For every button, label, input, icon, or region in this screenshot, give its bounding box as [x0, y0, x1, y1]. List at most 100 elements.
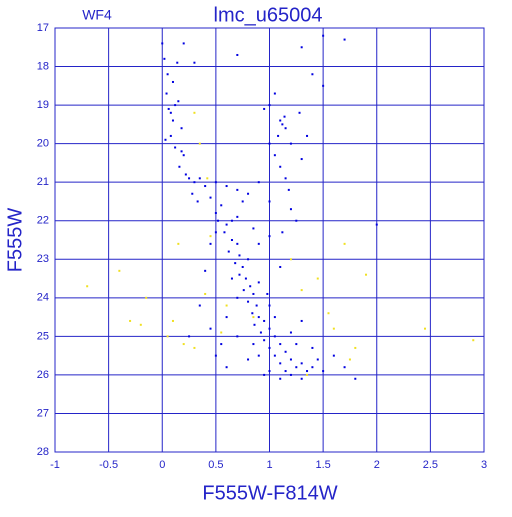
- point: [295, 366, 298, 369]
- point: [165, 92, 168, 95]
- point: [177, 242, 180, 245]
- point: [300, 46, 303, 49]
- point: [263, 373, 266, 376]
- point: [198, 142, 201, 145]
- point: [220, 331, 223, 334]
- point: [424, 327, 427, 330]
- x-tick-label: 2: [374, 459, 380, 471]
- point: [193, 111, 196, 114]
- point: [332, 327, 335, 330]
- point: [306, 370, 309, 373]
- y-tick-label: 19: [37, 99, 49, 111]
- point: [257, 242, 260, 245]
- point: [273, 354, 276, 357]
- point: [281, 123, 284, 126]
- point: [236, 335, 239, 338]
- x-tick-label: 1: [266, 459, 272, 471]
- point: [268, 327, 271, 330]
- point: [167, 107, 170, 110]
- point: [343, 38, 346, 41]
- point: [230, 219, 233, 222]
- point: [188, 335, 191, 338]
- point: [306, 134, 309, 137]
- point: [311, 346, 314, 349]
- point: [289, 142, 292, 145]
- point: [263, 107, 266, 110]
- point: [289, 358, 292, 361]
- point: [289, 208, 292, 211]
- point: [225, 316, 228, 319]
- point: [241, 265, 244, 268]
- point: [163, 57, 166, 60]
- point: [171, 319, 174, 322]
- y-tick-label: 26: [37, 369, 49, 381]
- point: [227, 250, 230, 253]
- point: [300, 377, 303, 380]
- point: [279, 343, 282, 346]
- point: [164, 138, 167, 141]
- point: [268, 142, 271, 145]
- point: [174, 104, 177, 107]
- point: [182, 343, 185, 346]
- point: [236, 188, 239, 191]
- point: [279, 265, 282, 268]
- point: [139, 323, 142, 326]
- point: [171, 119, 174, 122]
- point: [204, 185, 207, 188]
- x-tick-label: 0: [159, 459, 165, 471]
- point: [238, 254, 241, 257]
- point: [209, 327, 212, 330]
- point: [284, 350, 287, 353]
- point: [214, 181, 217, 184]
- point: [247, 258, 250, 261]
- point: [375, 223, 378, 226]
- point: [268, 304, 271, 307]
- point: [279, 119, 282, 122]
- x-tick-label: 0.5: [208, 459, 223, 471]
- y-axis-label: F555W: [4, 208, 26, 273]
- point: [300, 319, 303, 322]
- x-tick-label: -0.5: [99, 459, 118, 471]
- point: [257, 316, 260, 319]
- point: [196, 200, 199, 203]
- point: [249, 285, 252, 288]
- point: [268, 370, 271, 373]
- point: [180, 150, 183, 153]
- point: [220, 204, 223, 207]
- point: [214, 231, 217, 234]
- x-tick-label: -1: [50, 459, 60, 471]
- point: [322, 370, 325, 373]
- point: [343, 242, 346, 245]
- point: [177, 100, 180, 103]
- point: [263, 319, 266, 322]
- point: [354, 346, 357, 349]
- point: [225, 185, 228, 188]
- point: [166, 73, 169, 76]
- plot-frame: [54, 27, 485, 453]
- point: [204, 292, 207, 295]
- point: [241, 200, 244, 203]
- point: [209, 242, 212, 245]
- point: [118, 269, 121, 272]
- point: [300, 289, 303, 292]
- point: [365, 273, 368, 276]
- y-tick-label: 23: [37, 253, 49, 265]
- point: [348, 358, 351, 361]
- point: [289, 258, 292, 261]
- point: [354, 377, 357, 380]
- point: [283, 115, 286, 118]
- point: [182, 42, 185, 45]
- point: [176, 61, 179, 64]
- point: [252, 343, 255, 346]
- point: [255, 304, 258, 307]
- point: [198, 177, 201, 180]
- point: [217, 219, 220, 222]
- point: [311, 366, 314, 369]
- point: [251, 312, 254, 315]
- point: [220, 343, 223, 346]
- point: [169, 134, 172, 137]
- point: [225, 223, 228, 226]
- point: [193, 181, 196, 184]
- y-tick-label: 25: [37, 330, 49, 342]
- point: [316, 358, 319, 361]
